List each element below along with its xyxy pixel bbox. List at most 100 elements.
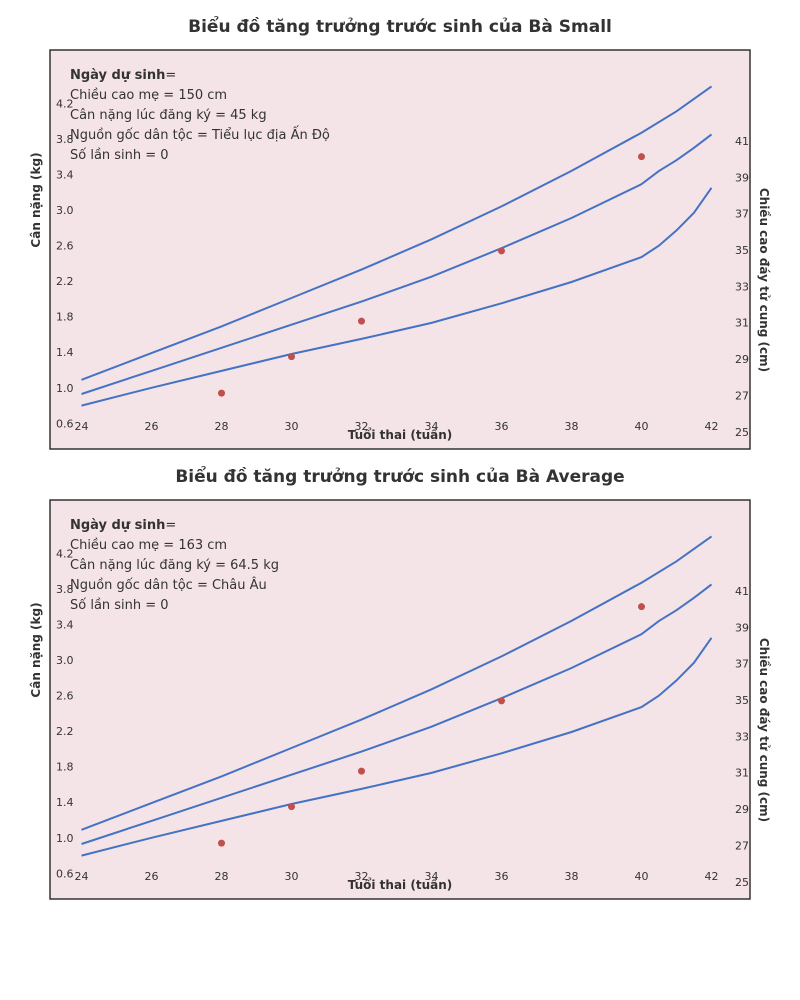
plot-area: 24 26 28 30 32 34 36 38 40 42 0.6 1.0 1.4 1.8 2.2 2.6 3.…: [29, 499, 771, 900]
y-tick-label: 3.0: [56, 204, 74, 217]
x-tick-label: 24: [75, 420, 89, 433]
x-tick-label: 38: [565, 870, 579, 883]
chart-title: Biểu đồ tăng trưởng trước sinh của Bà Sm…: [188, 17, 612, 37]
centile-line-3: [81, 637, 713, 857]
measurement-point: [498, 247, 505, 255]
measurement-point: [638, 153, 645, 161]
patient-info: Ngày dự sinh= Chiều cao mẹ = 163 cm Cân …: [70, 516, 279, 616]
measurement-point: [218, 389, 225, 397]
edd-value: =: [165, 518, 177, 533]
ethnic-origin: Nguồn gốc dân tộc = Châu Âu: [70, 578, 267, 593]
x-tick-label: 34: [425, 870, 439, 883]
y-tick-label: 2.6: [56, 240, 74, 253]
y-tick-label: 1.0: [56, 832, 74, 845]
x-tick-label: 34: [425, 420, 439, 433]
measurement-point: [498, 697, 505, 705]
edd-label: Ngày dự sinh: [70, 518, 166, 533]
y2-tick-label: 29: [735, 803, 749, 816]
x-tick-label: 26: [145, 420, 159, 433]
y-tick-label: 2.6: [56, 690, 74, 703]
plot-background: [49, 49, 751, 450]
y2-tick-label: 35: [735, 244, 749, 257]
y-tick-label: 1.4: [56, 796, 74, 809]
centile-line-1: [81, 535, 713, 831]
maternal-height: Chiều cao mẹ = 150 cm: [70, 88, 228, 103]
x-tick-label: 32: [355, 870, 369, 883]
y-tick-label: 3.8: [56, 583, 74, 596]
x-axis-label: Tuổi thai (tuần): [348, 877, 453, 892]
y2-tick-label: 33: [735, 730, 749, 743]
y-tick-label: 3.4: [56, 168, 74, 181]
x-tick-label: 24: [75, 870, 89, 883]
x-tick-label: 30: [285, 420, 299, 433]
y-tick-label: 3.8: [56, 133, 74, 146]
y2-tick-label: 27: [735, 389, 749, 402]
x-tick-label: 32: [355, 420, 369, 433]
edd-line: Ngày dự sinh=: [70, 516, 279, 536]
growth-chart-small: Biểu đồ tăng trưởng trước sinh của Bà Sm…: [0, 0, 800, 450]
y-axis-label: Cân nặng (kg): [29, 152, 43, 247]
y-tick-label: 2.2: [56, 725, 74, 738]
plot-background: [49, 499, 751, 900]
x-tick-label: 28: [215, 420, 229, 433]
y-tick-label: 1.8: [56, 761, 74, 774]
measurement-point: [288, 803, 295, 811]
measurement-point: [218, 839, 225, 847]
y2-tick-label: 31: [735, 767, 749, 780]
x-tick-label: 40: [635, 870, 649, 883]
y2-axis-label: Chiều cao đáy tử cung (cm): [757, 638, 771, 822]
growth-chart-average: Biểu đồ tăng trưởng trước sinh của Bà Av…: [0, 450, 800, 900]
x-tick-label: 30: [285, 870, 299, 883]
y-tick-label: 3.4: [56, 618, 74, 631]
x-tick-label: 26: [145, 870, 159, 883]
x-tick-label: 42: [705, 870, 719, 883]
x-tick-label: 28: [215, 870, 229, 883]
y2-tick-label: 41: [735, 585, 749, 598]
x-tick-label: 40: [635, 420, 649, 433]
x-tick-label: 38: [565, 420, 579, 433]
y2-tick-label: 31: [735, 317, 749, 330]
y2-tick-label: 35: [735, 694, 749, 707]
y2-tick-label: 27: [735, 839, 749, 852]
parity: Số lần sinh = 0: [70, 148, 169, 163]
booking-weight: Cân nặng lúc đăng ký = 45 kg: [70, 108, 267, 123]
y-tick-label: 3.0: [56, 654, 74, 667]
y-tick-label: 0.6: [56, 417, 74, 430]
x-tick-label: 36: [495, 870, 509, 883]
measurement-point: [358, 317, 365, 325]
centile-line-1: [81, 85, 713, 381]
ethnic-origin: Nguồn gốc dân tộc = Tiểu lục địa Ấn Độ: [70, 128, 330, 143]
y-axis-label: Cân nặng (kg): [29, 602, 43, 697]
y-tick-label: 2.2: [56, 275, 74, 288]
measurement-point: [358, 767, 365, 775]
x-tick-label: 36: [495, 420, 509, 433]
chart-title: Biểu đồ tăng trưởng trước sinh của Bà Av…: [175, 467, 625, 487]
y2-tick-label: 41: [735, 135, 749, 148]
y2-tick-label: 39: [735, 621, 749, 634]
y2-tick-label: 25: [735, 876, 749, 889]
y2-tick-label: 37: [735, 658, 749, 671]
y2-tick-label: 33: [735, 280, 749, 293]
y2-tick-label: 25: [735, 426, 749, 439]
y-tick-label: 0.6: [56, 867, 74, 880]
measurement-point: [638, 603, 645, 611]
y-tick-label: 1.4: [56, 346, 74, 359]
y-tick-label: 4.2: [56, 97, 74, 110]
y2-tick-label: 37: [735, 208, 749, 221]
y2-tick-label: 39: [735, 171, 749, 184]
y-tick-label: 1.0: [56, 382, 74, 395]
edd-label: Ngày dự sinh: [70, 68, 166, 83]
y-tick-label: 1.8: [56, 311, 74, 324]
edd-value: =: [165, 68, 177, 83]
centile-line-3: [81, 187, 713, 407]
booking-weight: Cân nặng lúc đăng ký = 64.5 kg: [70, 558, 279, 573]
parity: Số lần sinh = 0: [70, 598, 169, 613]
patient-info: Ngày dự sinh= Chiều cao mẹ = 150 cm Cân …: [70, 66, 330, 166]
x-axis-label: Tuổi thai (tuần): [348, 427, 453, 442]
plot-area: 24 26 28 30 32 34 36 38 40 42 0.6 1.0 1.4 1.8 2.2 2.6 3.…: [29, 49, 771, 450]
y2-axis-label: Chiều cao đáy tử cung (cm): [757, 188, 771, 372]
measurement-point: [288, 353, 295, 361]
edd-line: Ngày dự sinh=: [70, 66, 330, 86]
y2-tick-label: 29: [735, 353, 749, 366]
x-tick-label: 42: [705, 420, 719, 433]
